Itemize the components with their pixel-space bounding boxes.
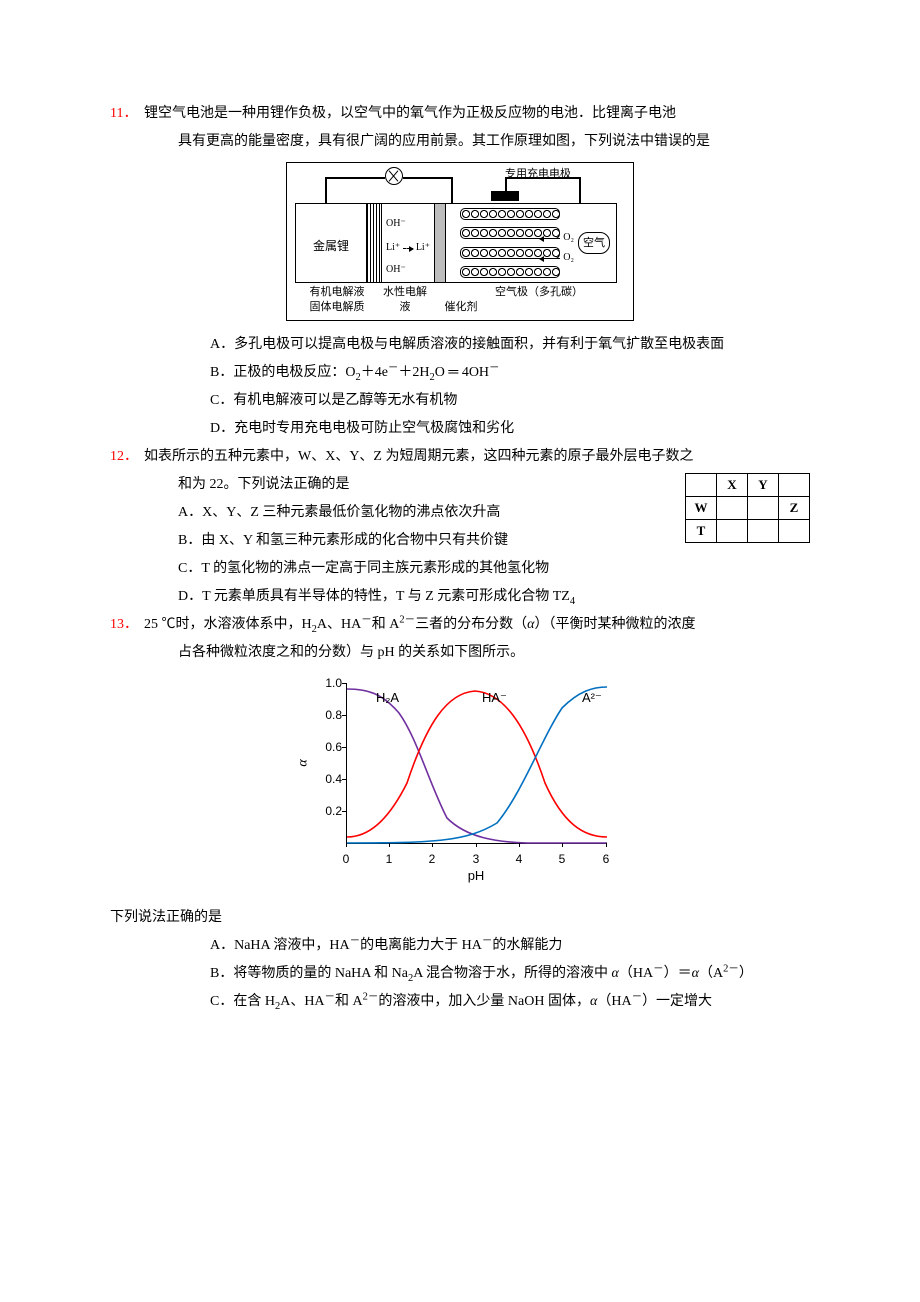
q11-line2: 具有更高的能量密度，具有很广阔的应用前景。其工作原理如图，下列说法中错误的是: [178, 128, 810, 156]
y-tick: 1.0: [325, 671, 342, 695]
table-row: W Z: [686, 496, 810, 519]
tick-mark: [389, 843, 390, 847]
o2-label: O₂: [563, 228, 574, 248]
q11-option-b: B．正极的电极反应：O2＋4e－＋2H2O ═ 4OH－: [210, 359, 810, 387]
oh-ion: OH⁻: [386, 214, 406, 234]
li-ion: Li⁺: [386, 238, 400, 258]
solid-electrolyte: [366, 203, 382, 283]
q11-line1: 锂空气电池是一种用锂作负极，以空气中的氧气作为正极反应物的电池．比锂离子电池: [144, 106, 676, 121]
tick-mark: [342, 683, 346, 684]
y-tick: 0.4: [325, 767, 342, 791]
table-cell: X: [717, 473, 748, 496]
q12-number: 12．: [110, 443, 144, 471]
q11-number: 11．: [110, 100, 144, 128]
x-axis-label: pH: [346, 863, 606, 889]
element-table: X Y W Z T: [685, 473, 810, 543]
diagram-caption: 催化剂: [431, 285, 491, 316]
q12-option-c: C．T 的氢化物的沸点一定高于同主族元素形成的其他氢化物: [178, 555, 810, 583]
q11-option-c: C．有机电解液可以是乙醇等无水有机物: [210, 387, 810, 415]
q12-option-d: D．T 元素单质具有半导体的特性，T 与 Z 元素可形成化合物 TZ4: [178, 583, 810, 611]
y-tick: 0.8: [325, 703, 342, 727]
arrow-icon: [540, 238, 560, 239]
table-cell: [717, 519, 748, 542]
table-cell: T: [686, 519, 717, 542]
tick-mark: [562, 843, 563, 847]
tick-mark: [476, 843, 477, 847]
table-cell: [686, 473, 717, 496]
q12-header: 12． 如表所示的五种元素中，W、X、Y、Z 为短周期元素，这四种元素的原子最外…: [110, 443, 810, 471]
arrow-icon: [403, 248, 413, 249]
tick-mark: [342, 811, 346, 812]
q13-number: 13．: [110, 611, 144, 639]
diagram-caption: 空气极（多孔碳）: [491, 285, 625, 316]
battery-diagram: 专用充电电极 金属锂 OH⁻ Li⁺ Li⁺ O: [286, 162, 634, 321]
table-cell: W: [686, 496, 717, 519]
air-electrode: O₂ O₂ 空气: [446, 203, 617, 283]
tick-mark: [342, 715, 346, 716]
tick-mark: [342, 779, 346, 780]
bulb-icon: [385, 167, 403, 185]
table-cell: [748, 496, 779, 519]
charge-electrode-label: 专用充电电极: [505, 163, 571, 185]
y-tick: 0.6: [325, 735, 342, 759]
table-cell: Y: [748, 473, 779, 496]
diagram-caption: 水性电解液: [379, 285, 431, 316]
table-cell: Z: [779, 496, 810, 519]
series-ha: [347, 691, 607, 837]
tick-mark: [346, 843, 347, 847]
q11-option-d: D．充电时专用充电电极可防止空气极腐蚀和劣化: [210, 415, 810, 443]
lithium-cell: 金属锂: [295, 203, 366, 283]
aqueous-cell: OH⁻ Li⁺ Li⁺ OH⁻: [382, 203, 434, 283]
q13-option-b: B．将等物质的量的 NaHA 和 Na2A 混合物溶于水，所得的溶液中 α（HA…: [210, 960, 810, 988]
porous-carbon-icon: [460, 208, 560, 220]
catalyst-layer: [434, 203, 446, 283]
table-cell: [779, 519, 810, 542]
tick-mark: [342, 747, 346, 748]
q11-figure: 专用充电电极 金属锂 OH⁻ Li⁺ Li⁺ O: [110, 162, 810, 321]
q12-body: X Y W Z T 和为 22。下列说法正确的是 A．X、Y、Z 三种元素最低价…: [178, 471, 810, 611]
tick-mark: [519, 843, 520, 847]
air-label: 空气: [578, 232, 610, 254]
distribution-chart: 0.2 0.4 0.6 0.8 1.0 0 1 2 3 4 5 6 α: [290, 673, 630, 883]
q13-text: 25 ℃时，水溶液体系中，H2A、HA－和 A2－三者的分布分数（α）（平衡时某…: [144, 611, 810, 639]
table-row: T: [686, 519, 810, 542]
li-ion: Li⁺: [416, 238, 430, 258]
q13-chart-wrap: 0.2 0.4 0.6 0.8 1.0 0 1 2 3 4 5 6 α: [110, 673, 810, 894]
q13-option-c: C．在含 H2A、HA－和 A2－的溶液中，加入少量 NaOH 固体，α（HA－…: [210, 988, 810, 1016]
q13-footer: 下列说法正确的是: [110, 904, 810, 932]
q11-text: 锂空气电池是一种用锂作负极，以空气中的氧气作为正极反应物的电池．比锂离子电池: [144, 100, 810, 128]
y-tick: 0.2: [325, 799, 342, 823]
q12-line1: 如表所示的五种元素中，W、X、Y、Z 为短周期元素，这四种元素的原子最外层电子数…: [144, 449, 693, 464]
diagram-caption: 有机电解液 固体电解质: [295, 285, 379, 316]
o2-label: O₂: [563, 248, 574, 268]
tick-mark: [432, 843, 433, 847]
series-label-h2a: H₂A: [376, 685, 399, 711]
charge-electrode-icon: [491, 191, 519, 201]
document-page: 11． 锂空气电池是一种用锂作负极，以空气中的氧气作为正极反应物的电池．比锂离子…: [0, 0, 920, 1076]
q13-line2: 占各种微粒浓度之和的分数）与 pH 的关系如下图所示。: [178, 639, 810, 667]
q13-header: 13． 25 ℃时，水溶液体系中，H2A、HA－和 A2－三者的分布分数（α）（…: [110, 611, 810, 639]
table-cell: [779, 473, 810, 496]
series-label-a2: A²⁻: [582, 685, 602, 711]
y-axis-label: α: [290, 759, 318, 766]
lithium-label: 金属锂: [296, 234, 366, 258]
q11-option-a: A．多孔电极可以提高电极与电解质溶液的接触面积，并有利于氧气扩散至电极表面: [210, 331, 810, 359]
arrow-icon: [540, 258, 560, 259]
table-row: X Y: [686, 473, 810, 496]
q11-header: 11． 锂空气电池是一种用锂作负极，以空气中的氧气作为正极反应物的电池．比锂离子…: [110, 100, 810, 128]
table-cell: [748, 519, 779, 542]
table-cell: [717, 496, 748, 519]
oh-ion: OH⁻: [386, 260, 406, 280]
tick-mark: [606, 843, 607, 847]
q12-text: 如表所示的五种元素中，W、X、Y、Z 为短周期元素，这四种元素的原子最外层电子数…: [144, 443, 810, 471]
series-label-ha: HA⁻: [482, 685, 507, 711]
q13-option-a: A．NaHA 溶液中，HA－的电离能力大于 HA－的水解能力: [210, 932, 810, 960]
